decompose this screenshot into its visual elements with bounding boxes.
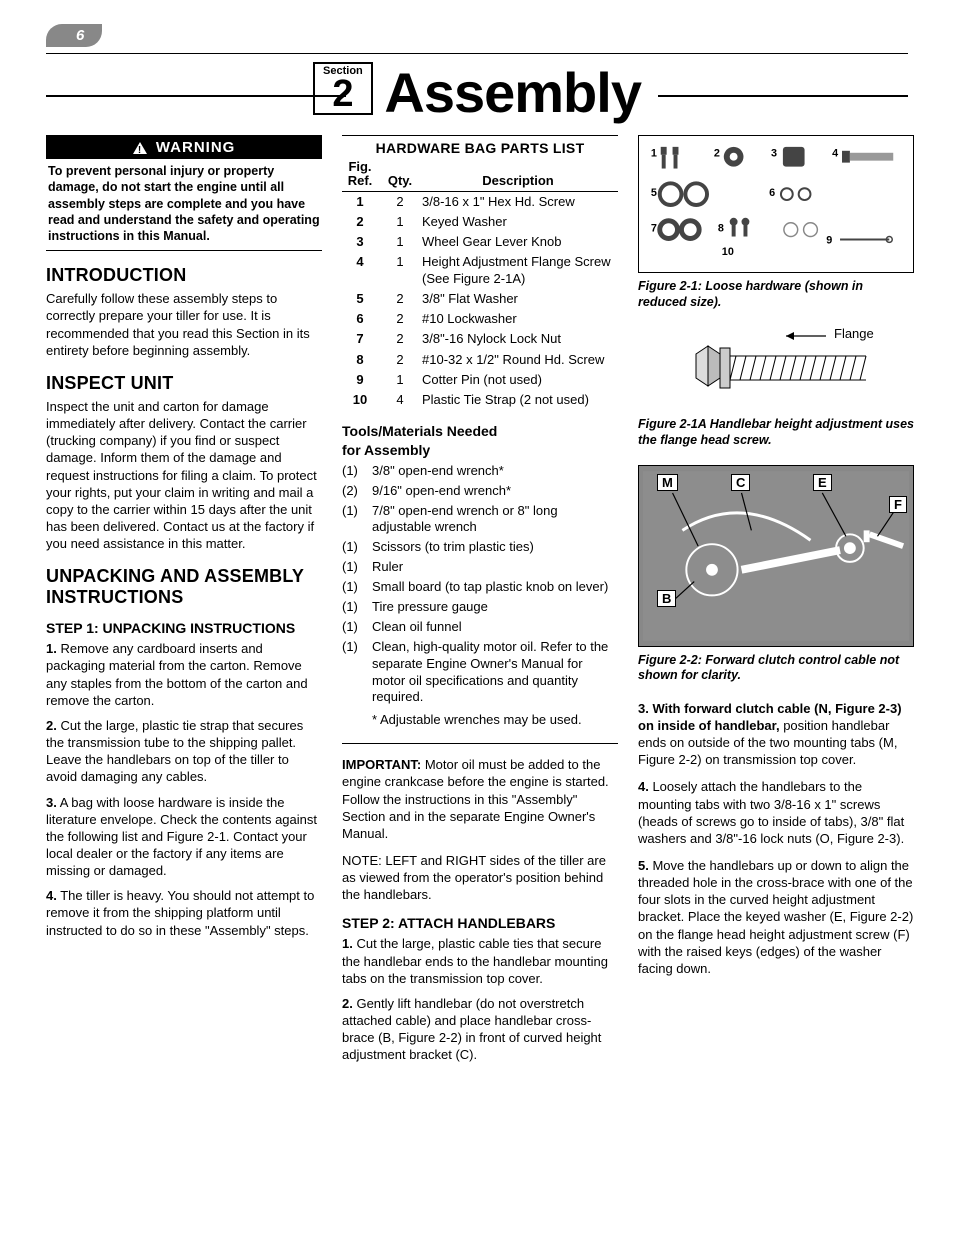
svg-text:3: 3 bbox=[771, 148, 777, 160]
parts-table: Fig.Ref. Qty. Description 123/8-16 x 1" … bbox=[342, 160, 618, 410]
parts-col-desc: Description bbox=[422, 160, 618, 191]
tools-heading: Tools/Materials Neededfor Assembly bbox=[342, 422, 618, 458]
tools-note: * Adjustable wrenches may be used. bbox=[372, 712, 618, 729]
list-item: 3. A bag with loose hardware is inside t… bbox=[46, 794, 322, 880]
section-header: Section 2 Assembly bbox=[46, 60, 908, 125]
svg-text:8: 8 bbox=[718, 223, 724, 235]
step1-heading: STEP 1: UNPACKING INSTRUCTIONS bbox=[46, 620, 322, 636]
list-item: (1)7/8" open-end wrench or 8" long adjus… bbox=[342, 503, 618, 537]
col3-p5: 5. Move the handlebars up or down to ali… bbox=[638, 857, 914, 977]
column-right: 1 2 3 4 5 6 7 bbox=[638, 135, 914, 1072]
figure-2-2: M C E F B bbox=[638, 465, 914, 647]
table-row: 82#10-32 x 1/2" Round Hd. Screw bbox=[342, 350, 618, 370]
inspect-heading: INSPECT UNIT bbox=[46, 373, 322, 394]
callout-f: F bbox=[889, 496, 907, 514]
parts-heading: HARDWARE BAG PARTS LIST bbox=[342, 135, 618, 156]
figure-2-1: 1 2 3 4 5 6 7 bbox=[638, 135, 914, 273]
svg-text:7: 7 bbox=[651, 223, 657, 235]
svg-text:10: 10 bbox=[722, 246, 734, 258]
svg-text:4: 4 bbox=[832, 148, 838, 160]
list-item: (1)Scissors (to trim plastic ties) bbox=[342, 539, 618, 556]
column-middle: HARDWARE BAG PARTS LIST Fig.Ref. Qty. De… bbox=[342, 135, 618, 1072]
section-number: 2 bbox=[323, 77, 363, 111]
important-paragraph: IMPORTANT: Motor oil must be added to th… bbox=[342, 756, 618, 842]
column-left: ! WARNING To prevent personal injury or … bbox=[46, 135, 322, 1072]
note-paragraph: NOTE: LEFT and RIGHT sides of the tiller… bbox=[342, 852, 618, 903]
tools-list: (1)3/8" open-end wrench* (2)9/16" open-en… bbox=[342, 463, 618, 707]
warning-body: To prevent personal injury or property d… bbox=[46, 159, 322, 250]
page-number: 6 bbox=[46, 24, 102, 47]
warning-heading: WARNING bbox=[156, 139, 236, 156]
table-row: 31Wheel Gear Lever Knob bbox=[342, 232, 618, 252]
list-item: (1)Small board (to tap plastic knob on l… bbox=[342, 579, 618, 596]
table-row: 91Cotter Pin (not used) bbox=[342, 370, 618, 390]
table-row: 104Plastic Tie Strap (2 not used) bbox=[342, 390, 618, 410]
callout-b: B bbox=[657, 590, 676, 608]
inspect-paragraph: Inspect the unit and carton for damage i… bbox=[46, 398, 322, 552]
list-item: 4. The tiller is heavy. You should not a… bbox=[46, 887, 322, 938]
col3-p3: 3. With forward clutch cable (N, Figure … bbox=[638, 700, 914, 769]
table-row: 523/8" Flat Washer bbox=[342, 289, 618, 309]
list-item: 2. Gently lift handlebar (do not overstr… bbox=[342, 995, 618, 1064]
callout-c: C bbox=[731, 474, 750, 492]
step1-list: 1. Remove any cardboard inserts and pack… bbox=[46, 640, 322, 939]
table-row: 723/8"-16 Nylock Lock Nut bbox=[342, 329, 618, 349]
callout-e: E bbox=[813, 474, 832, 492]
list-item: 1. Cut the large, plastic cable ties tha… bbox=[342, 935, 618, 986]
figure-2-2-caption: Figure 2-2: Forward clutch control cable… bbox=[638, 653, 914, 684]
parts-col-ref: Fig.Ref. bbox=[342, 160, 382, 191]
warning-icon: ! bbox=[133, 142, 147, 154]
unpack-heading: UNPACKING AND ASSEMBLY INSTRUCTIONS bbox=[46, 566, 322, 608]
svg-text:!: ! bbox=[137, 145, 141, 154]
list-item: 1. Remove any cardboard inserts and pack… bbox=[46, 640, 322, 709]
step2-list: 1. Cut the large, plastic cable ties tha… bbox=[342, 935, 618, 1063]
list-item: (1)3/8" open-end wrench* bbox=[342, 463, 618, 480]
warning-box: ! WARNING To prevent personal injury or … bbox=[46, 135, 322, 251]
step2-heading: STEP 2: ATTACH HANDLEBARS bbox=[342, 915, 618, 931]
parts-col-qty: Qty. bbox=[382, 160, 422, 191]
list-item: (2)9/16" open-end wrench* bbox=[342, 483, 618, 500]
figure-2-1a-caption: Figure 2-1A Handlebar height adjustment … bbox=[638, 417, 914, 448]
svg-text:Flange: Flange bbox=[834, 326, 874, 341]
figure-2-1a: Flange bbox=[638, 326, 914, 411]
svg-text:5: 5 bbox=[651, 187, 657, 199]
svg-text:6: 6 bbox=[769, 187, 775, 199]
table-row: 41Height Adjustment Flange Screw (See Fi… bbox=[342, 252, 618, 289]
intro-heading: INTRODUCTION bbox=[46, 265, 322, 286]
list-item: (1)Clean oil funnel bbox=[342, 619, 618, 636]
section-title: Assembly bbox=[384, 60, 641, 125]
figure-2-1-caption: Figure 2-1: Loose hardware (shown in red… bbox=[638, 279, 914, 310]
table-row: 21Keyed Washer bbox=[342, 212, 618, 232]
intro-paragraph: Carefully follow these assembly steps to… bbox=[46, 290, 322, 359]
svg-text:2: 2 bbox=[714, 148, 720, 160]
svg-text:9: 9 bbox=[826, 234, 832, 246]
callout-m: M bbox=[657, 474, 678, 492]
list-item: 2. Cut the large, plastic tie strap that… bbox=[46, 717, 322, 786]
svg-text:1: 1 bbox=[651, 148, 657, 160]
list-item: (1)Clean, high-quality motor oil. Refer … bbox=[342, 639, 618, 707]
list-item: (1)Tire pressure gauge bbox=[342, 599, 618, 616]
table-row: 62#10 Lockwasher bbox=[342, 309, 618, 329]
table-row: 123/8-16 x 1" Hex Hd. Screw bbox=[342, 191, 618, 212]
list-item: (1)Ruler bbox=[342, 559, 618, 576]
col3-p4: 4. Loosely attach the handlebars to the … bbox=[638, 778, 914, 847]
